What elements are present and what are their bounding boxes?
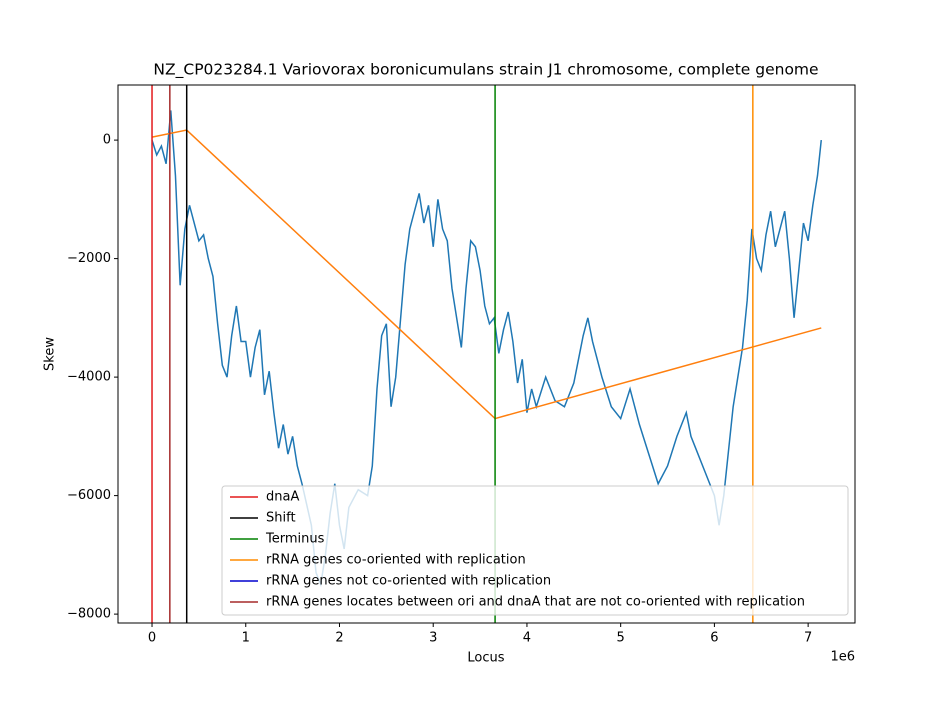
x-axis-label: Locus — [467, 651, 504, 666]
x-tick-label: 3 — [429, 631, 437, 646]
plot-frame — [117, 84, 856, 624]
x-tick-label: 0 — [148, 631, 156, 646]
legend-label: dnaA — [266, 490, 299, 505]
chart-title: NZ_CP023284.1 Variovorax boronicumulans … — [153, 61, 818, 80]
legend-label: Terminus — [265, 532, 325, 547]
y-tick-label: −4000 — [67, 370, 111, 385]
legend-label: rRNA genes locates between ori and dnaA … — [266, 595, 805, 610]
y-axis-label: Skew — [43, 337, 58, 371]
y-tick-label: −8000 — [67, 607, 111, 622]
y-tick-label: 0 — [103, 133, 111, 148]
legend-box — [221, 485, 849, 616]
x-tick-label: 5 — [617, 631, 625, 646]
y-tick-label: −2000 — [67, 251, 111, 266]
x-tick-label: 7 — [804, 631, 812, 646]
legend-label: rRNA genes not co-oriented with replicat… — [266, 574, 551, 589]
x-tick-label: 6 — [710, 631, 718, 646]
y-tick-label: −6000 — [67, 488, 111, 503]
x-tick-label: 4 — [523, 631, 531, 646]
x-tick-label: 1 — [242, 631, 250, 646]
legend-label: rRNA genes co-oriented with replication — [266, 553, 526, 568]
x-tick-label: 2 — [335, 631, 343, 646]
legend-label: Shift — [266, 511, 296, 526]
x-offset-label: 1e6 — [830, 650, 855, 665]
